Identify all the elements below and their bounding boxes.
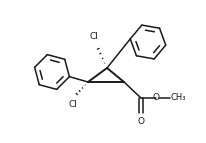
Text: Cl: Cl xyxy=(89,32,98,41)
Text: CH₃: CH₃ xyxy=(170,94,186,103)
Text: O: O xyxy=(152,94,159,103)
Text: Cl: Cl xyxy=(68,100,77,109)
Text: O: O xyxy=(137,117,144,126)
